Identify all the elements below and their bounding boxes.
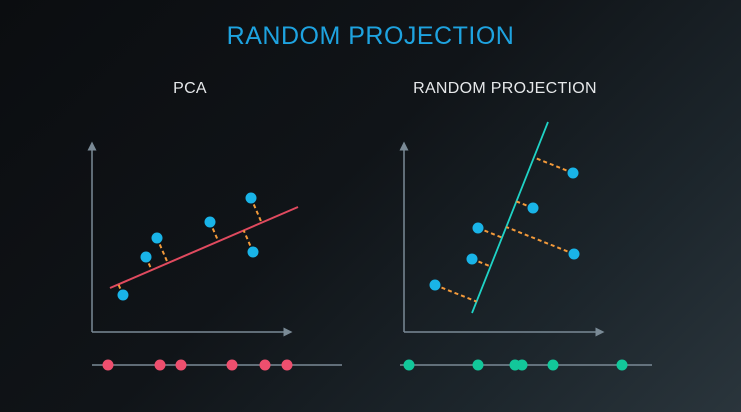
rp-projected-point-5: [616, 359, 628, 371]
pca-axes: [87, 141, 293, 337]
rp-projected-point-1: [472, 359, 484, 371]
pca-projected-point-1: [154, 359, 166, 371]
pca-projection-dashes: [117, 197, 263, 296]
rp-dash-5: [505, 226, 575, 255]
random-projection-panel-title: RANDOM PROJECTION: [413, 80, 597, 97]
rp-point-4: [567, 167, 579, 179]
pca-dash-2: [156, 237, 169, 264]
pca-point-3: [204, 216, 216, 228]
pca-projected-points: [102, 359, 293, 371]
pca-point-5: [247, 246, 259, 258]
pca-projected-point-0: [102, 359, 114, 371]
main-title: RANDOM PROJECTION: [226, 22, 515, 50]
pca-point-1: [140, 251, 152, 263]
rp-point-1: [466, 253, 478, 265]
pca-projected-point-4: [259, 359, 271, 371]
rp-axes: [399, 141, 605, 337]
rp-dash-2: [477, 227, 503, 239]
rp-projected-point-4: [547, 359, 559, 371]
random-projection-line: [471, 121, 549, 314]
rp-dash-0: [434, 284, 477, 303]
rp-point-3: [527, 202, 539, 214]
rp-projected-point-3: [516, 359, 528, 371]
pca-projected-point-5: [281, 359, 293, 371]
rp-projected-point-0: [403, 359, 415, 371]
pca-dash-4: [250, 197, 263, 224]
pca-principal-line: [109, 206, 299, 289]
rp-points: [429, 167, 580, 291]
pca-points: [117, 192, 259, 301]
rp-point-2: [472, 222, 484, 234]
pca-projected-point-2: [175, 359, 187, 371]
pca-point-2: [151, 232, 163, 244]
rp-point-0: [429, 279, 441, 291]
rp-projection-dashes: [434, 156, 575, 303]
pca-point-4: [245, 192, 257, 204]
rp-dash-4: [533, 156, 574, 174]
rp-projected-points: [403, 359, 628, 371]
rp-point-5: [568, 248, 580, 260]
pca-panel-title: PCA: [173, 80, 207, 97]
pca-projected-point-3: [226, 359, 238, 371]
pca-point-0: [117, 289, 129, 301]
